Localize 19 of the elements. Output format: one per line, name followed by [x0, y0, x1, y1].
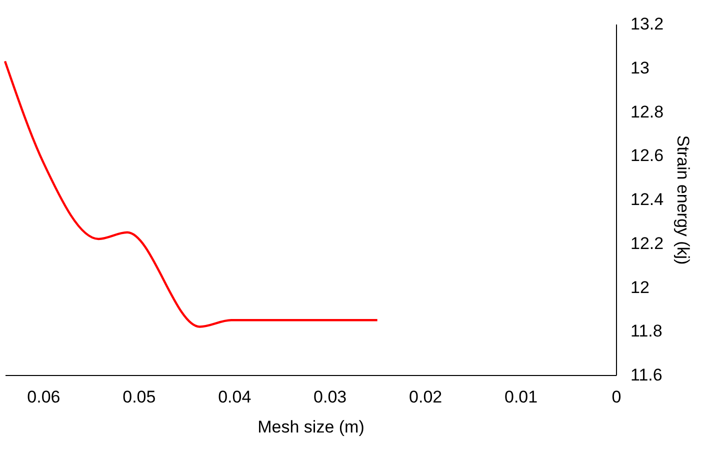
x-tick-label: 0.02	[409, 388, 442, 406]
y-tick-label: 12	[630, 278, 650, 297]
y-tick-label: 11.8	[630, 322, 662, 341]
x-axis-title: Mesh size (m)	[258, 418, 364, 436]
y-tick-label: 12.2	[630, 234, 664, 253]
y-tick-label: 13.2	[630, 14, 664, 34]
y-axis-title: Strain energy (kj)	[674, 135, 693, 265]
y-tick-label: 13	[630, 58, 650, 78]
y-tick-label: 11.6	[630, 366, 662, 384]
line-series	[4, 60, 378, 328]
x-tick-label: 0.05	[122, 388, 156, 406]
y-tick-label: 12.6	[630, 146, 664, 166]
x-tick-label: 0.03	[314, 388, 347, 406]
y-tick-label: 12.8	[630, 102, 664, 122]
x-tick-label: 0.01	[504, 388, 538, 406]
y-tick-label: 12.4	[630, 190, 664, 209]
x-tick-label: 0.06	[27, 388, 60, 406]
x-tick-label: 0	[612, 388, 622, 406]
x-tick-label: 0.04	[218, 388, 252, 406]
